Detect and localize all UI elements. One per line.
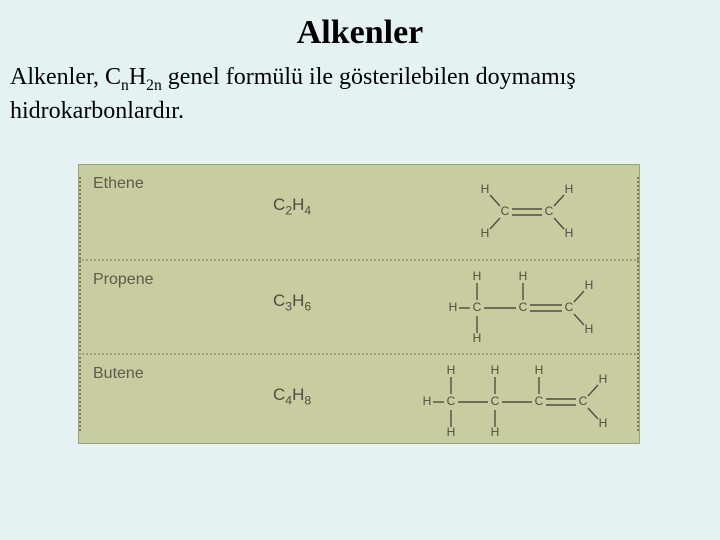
page-title: Alkenler	[0, 0, 720, 62]
svg-text:H: H	[491, 363, 500, 377]
compound-name: Propene	[93, 271, 154, 289]
svg-text:C: C	[501, 204, 510, 218]
svg-text:H: H	[535, 363, 544, 377]
f-hsub: 6	[304, 299, 311, 313]
svg-text:C: C	[491, 394, 500, 408]
svg-text:H: H	[565, 226, 574, 240]
svg-text:H: H	[449, 300, 458, 314]
definition-text: Alkenler, CnH2n genel formülü ile göster…	[0, 62, 720, 126]
svg-text:C: C	[519, 300, 528, 314]
svg-text:C: C	[545, 204, 554, 218]
table-row: Propene C3H6 C C C H H H H H H	[79, 259, 639, 353]
f-c: C	[273, 195, 285, 214]
compound-formula: C2H4	[273, 195, 311, 217]
svg-text:H: H	[473, 269, 482, 283]
svg-text:H: H	[473, 331, 482, 345]
svg-text:H: H	[599, 372, 608, 386]
svg-text:C: C	[535, 394, 544, 408]
svg-text:H: H	[585, 322, 594, 336]
svg-text:H: H	[447, 425, 456, 439]
table-row: Butene C4H8 C C C C H H H H H H H H	[79, 353, 639, 445]
svg-text:C: C	[447, 394, 456, 408]
compound-name: Butene	[93, 365, 144, 383]
structure-butene: C C C C H H H H H H H H	[411, 359, 621, 445]
svg-text:H: H	[481, 182, 490, 196]
svg-text:C: C	[565, 300, 574, 314]
compound-formula: C4H8	[273, 385, 311, 407]
f-h: H	[292, 291, 304, 310]
table-row: Ethene C2H4 C C H H H H	[79, 165, 639, 259]
compound-name: Ethene	[93, 175, 144, 193]
svg-text:C: C	[579, 394, 588, 408]
svg-text:H: H	[481, 226, 490, 240]
f-c: C	[273, 291, 285, 310]
svg-text:H: H	[447, 363, 456, 377]
structure-ethene: C C H H H H	[411, 169, 621, 255]
compound-formula: C3H6	[273, 291, 311, 313]
structure-propene: C C C H H H H H H	[411, 265, 621, 351]
svg-text:H: H	[423, 394, 432, 408]
def-sub1: n	[121, 77, 129, 94]
svg-text:C: C	[473, 300, 482, 314]
f-hsub: 8	[304, 393, 311, 407]
def-sub2: 2n	[146, 77, 162, 94]
svg-text:H: H	[491, 425, 500, 439]
svg-text:H: H	[519, 269, 528, 283]
f-c: C	[273, 385, 285, 404]
def-mid: H	[129, 64, 146, 90]
svg-text:H: H	[565, 182, 574, 196]
def-prefix: Alkenler, C	[10, 64, 121, 90]
svg-text:H: H	[599, 416, 608, 430]
f-h: H	[292, 195, 304, 214]
svg-text:H: H	[585, 278, 594, 292]
f-hsub: 4	[304, 203, 311, 217]
f-h: H	[292, 385, 304, 404]
alkene-table: Ethene C2H4 C C H H H H Propene C3H6 C C C	[78, 164, 640, 444]
